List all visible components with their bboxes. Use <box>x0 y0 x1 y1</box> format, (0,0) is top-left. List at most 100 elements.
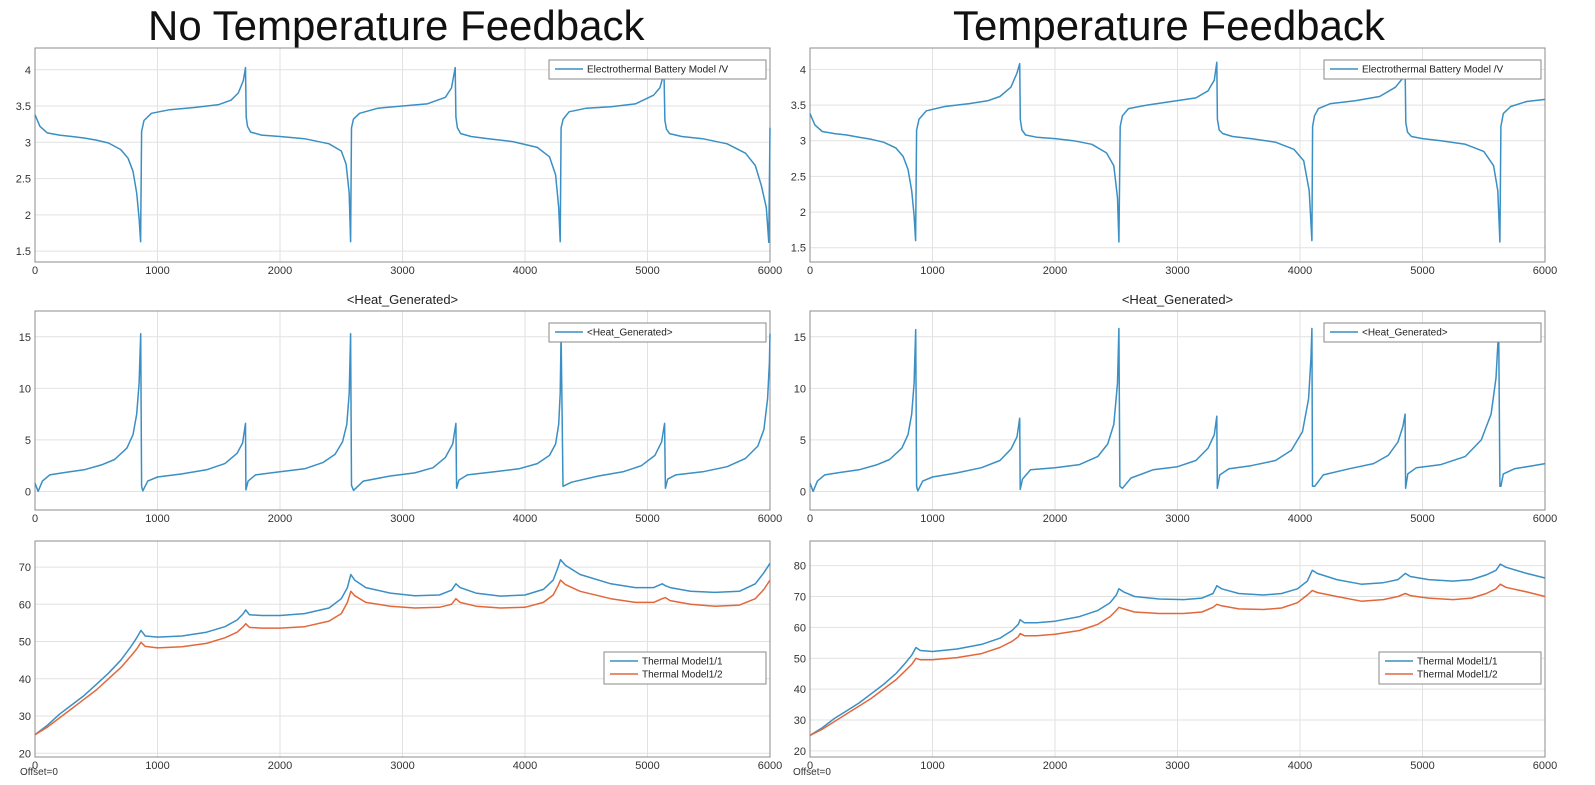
x-tick-label: 6000 <box>758 760 782 772</box>
series-line-1 <box>809 563 1546 737</box>
x-tick-label: 3000 <box>1165 265 1189 277</box>
y-tick-label: 30 <box>19 711 31 723</box>
y-tick-label: 3 <box>25 137 31 149</box>
x-tick-label: 2000 <box>1043 265 1067 277</box>
legend-box <box>548 59 767 80</box>
x-tick-label: 5000 <box>635 513 659 525</box>
x-tick-label: 0 <box>807 513 813 525</box>
x-tick-label: 6000 <box>758 265 782 277</box>
y-tick-label: 3.5 <box>16 101 31 113</box>
axes-frame <box>34 540 771 758</box>
x-tick-label: 5000 <box>635 265 659 277</box>
x-tick-label: 1000 <box>920 265 944 277</box>
legend-box <box>1323 322 1542 343</box>
y-tick-label: 20 <box>794 746 806 758</box>
legend-entry: Thermal Model1/1 <box>1417 657 1498 668</box>
legend-box <box>1378 651 1542 685</box>
axes-frame <box>809 47 1546 263</box>
x-tick-label: 5000 <box>635 760 659 772</box>
x-tick-label: 4000 <box>1288 760 1312 772</box>
y-tick-label: 5 <box>25 435 31 447</box>
legend-entry: Electrothermal Battery Model /V <box>587 65 728 76</box>
x-tick-label: 3000 <box>390 760 414 772</box>
series-line-1 <box>34 332 771 493</box>
y-tick-label: 30 <box>794 715 806 727</box>
legend-entry: Electrothermal Battery Model /V <box>1362 65 1503 76</box>
x-tick-label: 0 <box>32 513 38 525</box>
y-tick-label: 2 <box>25 210 31 222</box>
y-tick-label: 70 <box>794 592 806 604</box>
x-tick-label: 5000 <box>1410 513 1434 525</box>
legend-entry: Thermal Model1/2 <box>642 670 723 681</box>
y-tick-label: 0 <box>800 486 806 498</box>
y-tick-label: 10 <box>19 383 31 395</box>
x-tick-label: 6000 <box>1533 760 1557 772</box>
x-tick-label: 5000 <box>1410 265 1434 277</box>
x-tick-label: 4000 <box>1288 513 1312 525</box>
axes-frame <box>34 310 771 511</box>
series-line-1 <box>809 61 1546 243</box>
y-tick-label: 5 <box>800 435 806 447</box>
x-tick-label: 0 <box>32 265 38 277</box>
chart-panel-right-2: 0 1000 2000 3000 4000 5000 6000 0 5 10 15 <Heat_Gen… <box>794 292 1557 525</box>
legend-box <box>548 322 767 343</box>
x-tick-label: 6000 <box>1533 265 1557 277</box>
chart-panel-right-3: 0 1000 2000 3000 4000 5000 6000 20 30 40 50 60 70 80 T… <box>794 540 1557 772</box>
x-tick-label: 4000 <box>1288 265 1312 277</box>
y-tick-label: 80 <box>794 561 806 573</box>
offset-label-right: Offset=0 <box>793 767 831 778</box>
chart-title: <Heat_Generated> <box>347 292 458 307</box>
chart-panel-left-1: 0 1000 2000 3000 4000 5000 6000 1.5 2 2.5 3 3.5 4 Ele… <box>16 47 782 277</box>
y-tick-label: 40 <box>794 684 806 696</box>
legend-entry: Thermal Model1/2 <box>1417 670 1498 681</box>
x-tick-label: 1000 <box>145 760 169 772</box>
title-temperature-feedback: Temperature Feedback <box>953 2 1385 49</box>
y-tick-label: 1.5 <box>791 243 806 255</box>
y-tick-label: 50 <box>794 653 806 665</box>
x-tick-label: 4000 <box>513 513 537 525</box>
y-tick-label: 60 <box>794 622 806 634</box>
x-tick-label: 3000 <box>1165 513 1189 525</box>
chart-panel-left-3: 0 1000 2000 3000 4000 5000 6000 20 30 40 50 60 70 The… <box>19 540 782 772</box>
y-tick-label: 15 <box>19 332 31 344</box>
x-tick-label: 2000 <box>1043 760 1067 772</box>
series-line-2 <box>34 579 771 736</box>
series-line-2 <box>809 583 1546 737</box>
axes-frame <box>809 540 1546 758</box>
x-tick-label: 2000 <box>268 513 292 525</box>
x-tick-label: 1000 <box>145 513 169 525</box>
chart-panel-left-2: 0 1000 2000 3000 4000 5000 6000 0 5 10 15 <Heat_Gen… <box>19 292 782 525</box>
x-tick-label: 1000 <box>920 513 944 525</box>
offset-label-left: Offset=0 <box>20 767 58 778</box>
x-tick-label: 0 <box>807 265 813 277</box>
y-tick-label: 1.5 <box>16 246 31 258</box>
legend-entry: <Heat_Generated> <box>587 328 673 339</box>
legend: <Heat_Generated> <box>1323 322 1542 343</box>
legend: Electrothermal Battery Model /V <box>548 59 767 80</box>
legend-entry: Thermal Model1/1 <box>642 657 723 668</box>
x-tick-label: 3000 <box>390 513 414 525</box>
x-tick-label: 3000 <box>1165 760 1189 772</box>
series-line-1 <box>809 327 1546 493</box>
x-tick-label: 2000 <box>268 265 292 277</box>
y-tick-label: 4 <box>25 65 31 77</box>
title-no-temperature-feedback: No Temperature Feedback <box>148 2 645 49</box>
x-tick-label: 4000 <box>513 265 537 277</box>
y-tick-label: 3 <box>800 136 806 148</box>
y-tick-label: 10 <box>794 383 806 395</box>
x-tick-label: 2000 <box>1043 513 1067 525</box>
legend-box <box>1323 59 1542 80</box>
x-tick-label: 5000 <box>1410 760 1434 772</box>
y-tick-label: 2.5 <box>791 171 806 183</box>
y-tick-label: 60 <box>19 599 31 611</box>
series-line-1 <box>34 66 771 244</box>
x-tick-label: 2000 <box>268 760 292 772</box>
legend: <Heat_Generated> <box>548 322 767 343</box>
y-tick-label: 40 <box>19 674 31 686</box>
chart-panel-right-1: 0 1000 2000 3000 4000 5000 6000 1.5 2 2.5 3 3.5 4 Ele… <box>791 47 1557 277</box>
y-tick-label: 3.5 <box>791 100 806 112</box>
x-tick-label: 1000 <box>145 265 169 277</box>
x-tick-label: 3000 <box>390 265 414 277</box>
y-tick-label: 4 <box>800 64 806 76</box>
